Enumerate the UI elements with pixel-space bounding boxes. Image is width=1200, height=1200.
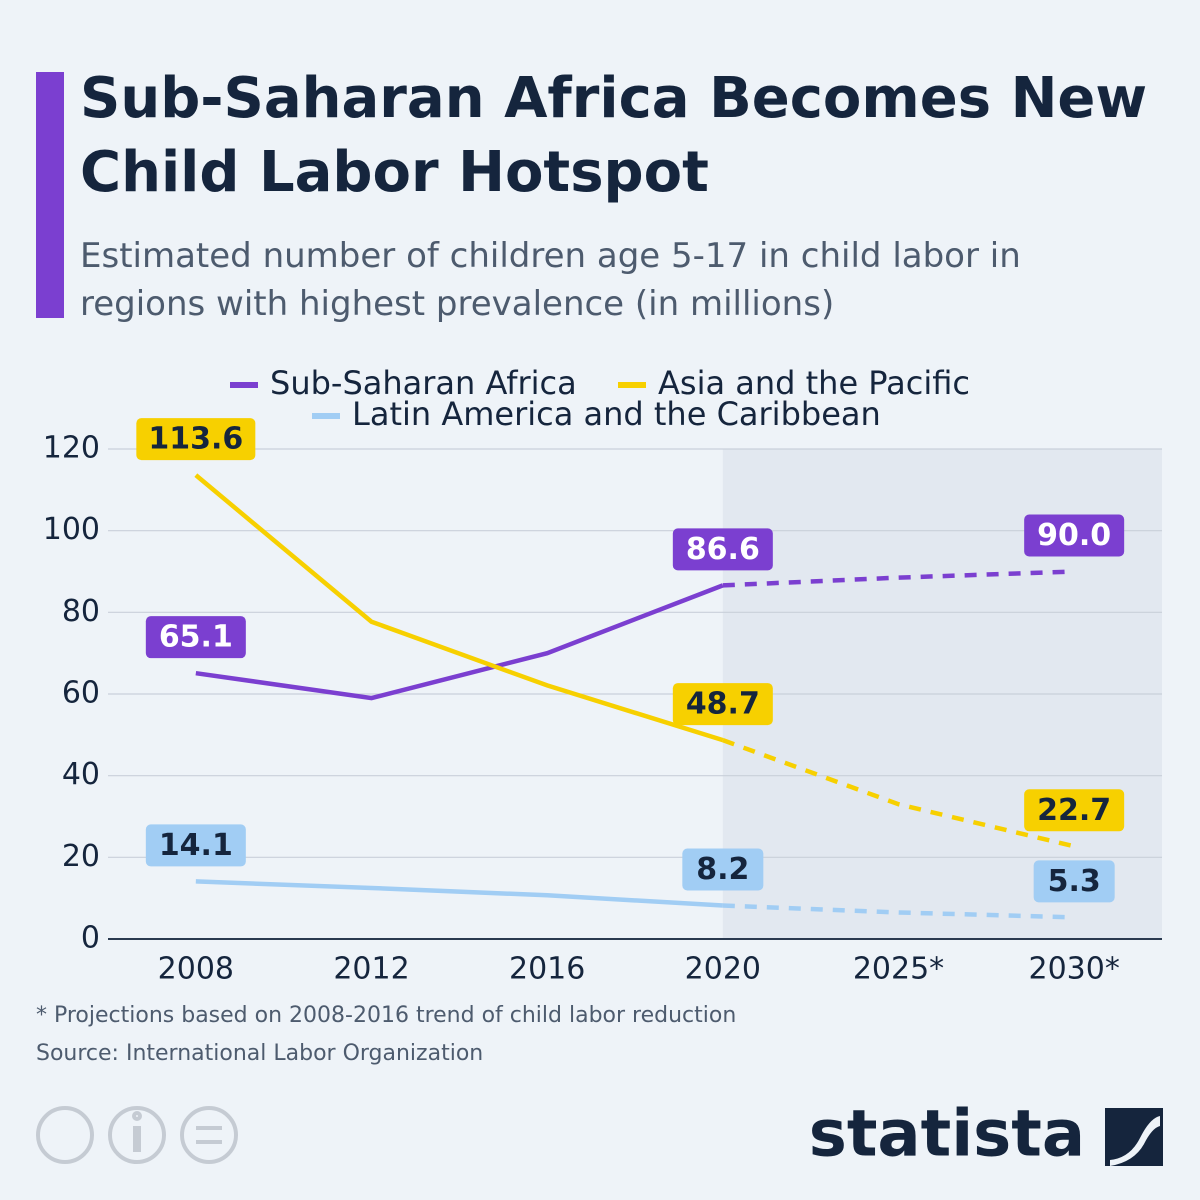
value-label-box <box>145 824 246 867</box>
brand-icon-wave <box>1110 1116 1160 1166</box>
value-label: 22.7 <box>1037 793 1111 828</box>
value-label-box <box>136 418 256 461</box>
brand-icon <box>1105 1108 1163 1166</box>
legend-label: Sub-Saharan Africa <box>270 364 577 402</box>
x-tick-label: 2012 <box>333 952 409 987</box>
value-label: 65.1 <box>159 620 233 655</box>
value-label-box <box>145 616 246 659</box>
projection-line <box>722 569 1075 588</box>
y-tick-label: 120 <box>43 431 100 466</box>
source: Source: International Labor Organization <box>36 1041 483 1066</box>
y-tick-label: 60 <box>62 676 100 711</box>
line <box>195 879 723 908</box>
value-label: 5.3 <box>1048 864 1101 899</box>
subtitle-box: Estimated number of children age 5-17 in… <box>80 236 1021 324</box>
x-tick-label: 2016 <box>509 952 585 987</box>
brand-logo: statista <box>809 1098 1085 1172</box>
x-tick-label: 2030* <box>1028 952 1119 987</box>
x-tick-label: 2025* <box>853 952 944 987</box>
value-label-box <box>672 683 773 726</box>
title-accent <box>36 72 64 318</box>
value-label: 90.0 <box>1037 518 1111 553</box>
y-tick-label: 20 <box>62 839 100 874</box>
projection-line <box>722 903 1075 920</box>
value-label: 86.6 <box>686 532 760 567</box>
value-label-box <box>1033 860 1115 903</box>
y-tick-label: 80 <box>62 594 100 629</box>
legend-label: Latin America and the Caribbean <box>352 395 881 433</box>
y-tick-label: 40 <box>62 757 100 792</box>
value-label: 14.1 <box>159 828 233 863</box>
footnote: * Projections based on 2008-2016 trend o… <box>36 1003 736 1028</box>
value-label: 8.2 <box>696 852 749 887</box>
title-box: Sub-Saharan Africa Becomes New Child Lab… <box>80 66 1148 205</box>
license-icons <box>36 1106 238 1164</box>
chart-title: Sub-Saharan Africa Becomes New Child Lab… <box>80 66 1148 205</box>
value-label-box <box>682 848 764 891</box>
x-tick-label: 2008 <box>158 952 234 987</box>
line <box>194 473 724 743</box>
value-label-box <box>672 528 773 571</box>
x-tick-label: 2020 <box>685 952 761 987</box>
chart-subtitle: Estimated number of children age 5-17 in… <box>80 236 1021 324</box>
line <box>195 583 724 701</box>
value-label-box <box>1024 789 1125 832</box>
y-tick-label: 100 <box>43 512 100 547</box>
value-label-box <box>1024 514 1125 557</box>
y-tick-label: 0 <box>81 921 100 956</box>
value-label: 48.7 <box>686 687 760 722</box>
legend-label: Asia and the Pacific <box>658 364 970 402</box>
value-label: 113.6 <box>148 422 243 457</box>
projection-line <box>722 738 1075 849</box>
